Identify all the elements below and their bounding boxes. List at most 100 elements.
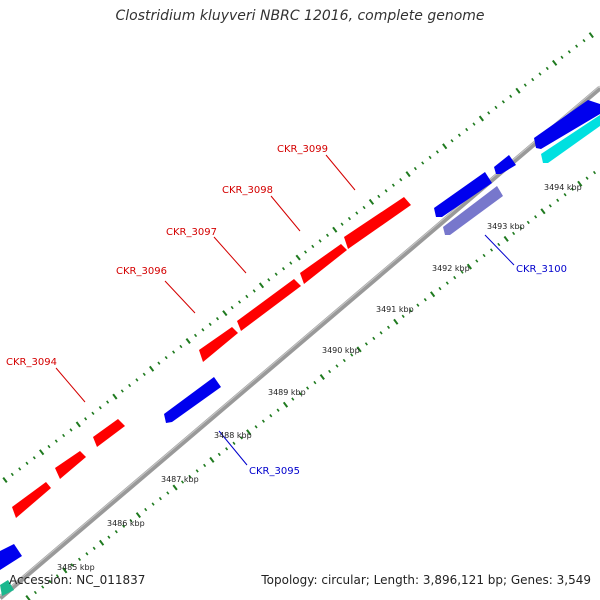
tick-dot [592,170,597,175]
scale-label: 3493 kbp [487,222,525,231]
tick-dot [25,461,29,465]
scale-label: 3494 kbp [544,183,582,192]
tick-dot [10,472,14,477]
tick-dot [128,383,132,388]
tick-dot [478,115,485,122]
tick-dot [120,389,124,393]
tick-dot [245,294,249,299]
tick-dot [114,530,118,534]
tick-dot [501,100,505,104]
tick-dot [149,365,155,372]
gene-label-ckr-3097[interactable]: CKR_3097 [166,227,217,238]
gene-label-ckr-3098[interactable]: CKR_3098 [222,185,273,196]
tick-dot [475,259,479,263]
tick-dot [311,244,315,249]
gene-arrow-ckr-3094[interactable] [55,451,86,479]
gene-label-ckr-3100[interactable]: CKR_3100 [516,264,567,275]
label-leaders [55,154,515,466]
gene-arrow-ckr-3093[interactable] [12,482,51,518]
tick-dot [85,552,89,556]
tick-dot [335,364,339,368]
leader-ckr-3096 [164,280,196,314]
tick-dot [515,87,521,94]
gene-arrow-ckr-3101[interactable] [494,155,516,174]
tick-dot [185,338,191,344]
gene-arrow-ckr-3102[interactable] [534,100,600,149]
gene-arrow-ckr-3100-a[interactable] [434,172,492,217]
tick-dot [201,328,205,332]
forward-genes [12,197,411,518]
tick-dot [188,474,192,479]
gene-arrow-ckr-3094b[interactable] [93,419,125,447]
tick-dot [319,374,325,380]
tick-dot [172,484,178,491]
scale-labels: 3485 kbp 3486 kbp 3487 kbp 3488 kbp 3489… [57,183,582,572]
tick-dot [158,496,162,501]
tick-dot [523,83,527,87]
genome-summary-text: Topology: circular; Length: 3,896,121 bp… [261,573,591,587]
tick-dot [372,336,376,341]
tick-dot [135,512,141,519]
tick-dot [405,171,411,178]
gene-arrow-ckr-3098[interactable] [300,244,347,284]
gene-arrow-ckr-3099[interactable] [344,197,411,249]
gene-label-ckr-3096[interactable]: CKR_3096 [116,266,167,277]
tick-dot [135,378,139,382]
tick-dot [106,400,110,404]
tick-dot [157,361,161,365]
tick-dot [144,507,148,512]
tick-dot [239,436,243,440]
gene-arrow-ckr-3097[interactable] [237,279,301,331]
tick-dot [409,309,413,313]
tick-dot [180,480,185,484]
tick-dot [509,94,513,98]
leader-ckr-3100 [484,234,515,266]
tick-dot [540,208,546,215]
tick-dot [526,220,530,225]
tick-dot [556,198,560,202]
gene-arrow-ckr-3092[interactable] [0,544,22,570]
tick-dot [208,322,212,326]
scale-label: 3485 kbp [57,563,95,572]
tick-dot [295,254,301,261]
gene-arrow-ckr-3096[interactable] [199,327,238,362]
gene-label-ckr-3095[interactable]: CKR_3095 [249,466,300,477]
tick-dot [423,298,427,302]
tick-dot [399,178,403,182]
tick-dot [98,406,102,410]
tick-dot [54,439,58,443]
tick-dot [274,272,278,276]
feature-cyan[interactable] [541,115,600,163]
tick-dot [438,286,442,291]
gene-arrow-ckr-3095[interactable] [164,377,221,423]
tick-dot [209,456,215,463]
tick-dot [494,105,498,110]
tick-dot [62,567,68,574]
tick-dot [254,425,258,429]
tick-dot [122,524,126,528]
tick-dot [281,267,286,271]
leader-ckr-3095 [218,430,248,466]
tick-dot [237,300,242,304]
tick-dot [355,211,359,215]
leader-ckr-3097 [213,236,247,274]
tick-dot [465,127,469,132]
tick-dot [69,428,73,432]
tick-dot [552,59,558,66]
scale-label: 3492 kbp [432,264,470,273]
tick-dot [32,456,36,460]
scale-label: 3486 kbp [107,519,145,528]
tick-dot [246,429,252,436]
tick-dot [291,397,295,401]
tick-dot [172,350,176,354]
tick-dot [99,539,105,546]
tick-dot [217,452,221,457]
tick-dot [585,176,589,180]
tick-dot [77,557,82,561]
gene-labels: CKR_3094 CKR_3095 CKR_3096 CKR_3097 CKR_… [6,144,567,477]
gene-arrow-ckr-3100[interactable] [443,186,503,235]
gene-label-ckr-3094[interactable]: CKR_3094 [6,357,57,368]
tick-dot [487,111,491,115]
tick-dot [401,314,405,318]
gene-label-ckr-3099[interactable]: CKR_3099 [277,144,328,155]
